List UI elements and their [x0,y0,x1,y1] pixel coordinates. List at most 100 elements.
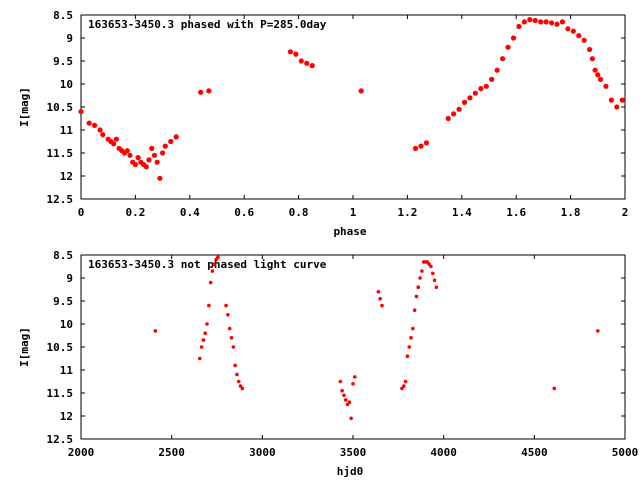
unphased-data-point [434,285,439,290]
phased-data-point [92,122,98,128]
phased-data-point [304,60,310,66]
phased-data-point [418,143,424,149]
phased-data-point [287,49,294,55]
phased-data-point [614,104,620,110]
unphased-data-point [412,308,417,313]
unphased-data-point [403,379,408,384]
phased-data-point [559,19,566,25]
unphased-data-point [343,398,348,402]
phased-data-point [510,35,517,41]
phased-data-point [500,56,506,62]
phased-data-point [445,115,451,122]
phased-data-point [206,88,212,94]
phased-panel: 163653-3450.3 phased with P=285.0day 0 0.… [18,9,628,238]
phased-data-point [489,76,495,82]
unphased-data-point [340,388,344,393]
unphased-data-point [414,294,419,299]
unphased-data-point [347,400,352,405]
unphased-data-point [429,264,433,269]
phased-data-point [589,56,595,62]
unphased-data-point [411,326,415,331]
phased-data-point [597,76,604,82]
phased-data-point [124,148,130,154]
unphased-data-point [380,303,384,308]
phased-data-point [592,67,598,73]
unphased-data-point [212,262,217,267]
phased-y-tick-label: 11.5 [47,147,74,160]
phased-data-point [423,140,430,146]
phased-data-point [78,109,84,115]
phased-x-tick-label: 0.8 [289,206,309,219]
phased-data-point [456,106,462,112]
phased-y-tick-label: 8.5 [53,9,73,22]
phased-data-point [309,63,315,69]
unphased-data-point [203,331,208,336]
phased-data-point [451,111,457,117]
phased-y-tick-label: 11 [60,124,74,137]
unphased-data-point [208,280,213,285]
phased-data-point [483,83,489,89]
phased-data-point [358,88,364,94]
unphased-y-tick-label: 11.5 [47,387,74,400]
unphased-x-tick-label: 4000 [430,446,457,459]
unphased-data-point [224,303,228,308]
phased-y-ticks: 8.5 9 9.5 10 10.5 11 11.5 12 12.5 [47,9,625,206]
phased-data-point [565,26,571,32]
unphased-y-tick-label: 9 [66,272,73,285]
phased-data-point [554,21,560,27]
phased-data-point [505,44,511,50]
unphased-x-axis-label: hjd0 [337,465,364,478]
phased-data-point [86,120,92,126]
phased-data-point [127,152,133,158]
phased-data-point [151,152,158,158]
unphased-data-point [226,313,230,317]
unphased-data-point [338,379,343,384]
unphased-data-point [401,384,406,388]
phased-data-points [78,17,625,181]
phased-plot-frame [80,14,626,200]
phased-data-point [576,33,582,39]
phased-data-point [298,58,304,64]
unphased-x-tick-label: 2500 [158,446,185,459]
phased-data-point [603,83,609,89]
phased-data-point [97,127,103,133]
unphased-data-point [236,379,241,384]
phased-data-point [412,145,419,151]
phased-x-tick-label: 0.2 [125,206,145,219]
unphased-data-point [342,393,346,398]
unphased-data-point [349,416,353,421]
unphased-data-point [378,296,383,301]
phased-data-point [149,145,155,151]
unphased-data-point [197,356,202,361]
phased-data-point [595,72,601,78]
phased-x-tick-label: 1 [350,206,357,219]
phased-data-point [168,138,174,145]
unphased-data-point [420,269,424,273]
unphased-data-point [207,303,211,308]
phased-data-point [146,157,152,163]
phased-x-tick-label: 0 [78,206,85,219]
unphased-data-point [409,336,413,340]
phased-x-tick-label: 1.2 [397,206,417,219]
phased-data-point [293,51,299,57]
phased-data-point [494,67,500,73]
phased-data-point [160,150,166,156]
phased-data-point [157,175,163,181]
unphased-y-tick-label: 10.5 [47,341,74,354]
phased-data-point [538,19,544,25]
unphased-data-point [552,386,557,391]
phased-data-point [543,19,549,25]
unphased-data-point [153,329,158,333]
unphased-x-tick-label: 3000 [249,446,276,459]
phased-y-tick-label: 9 [66,32,73,45]
phased-data-point [154,159,160,165]
phased-data-point [532,17,538,24]
unphased-panel: 163653-3450.3 not phased light curve 200… [18,249,638,478]
unphased-data-points [153,255,600,421]
unphased-data-point [233,363,237,368]
phased-x-tick-label: 0.4 [180,206,200,219]
unphased-x-tick-label: 5000 [612,446,639,459]
phased-data-point [111,141,117,147]
phased-data-point [608,97,615,103]
